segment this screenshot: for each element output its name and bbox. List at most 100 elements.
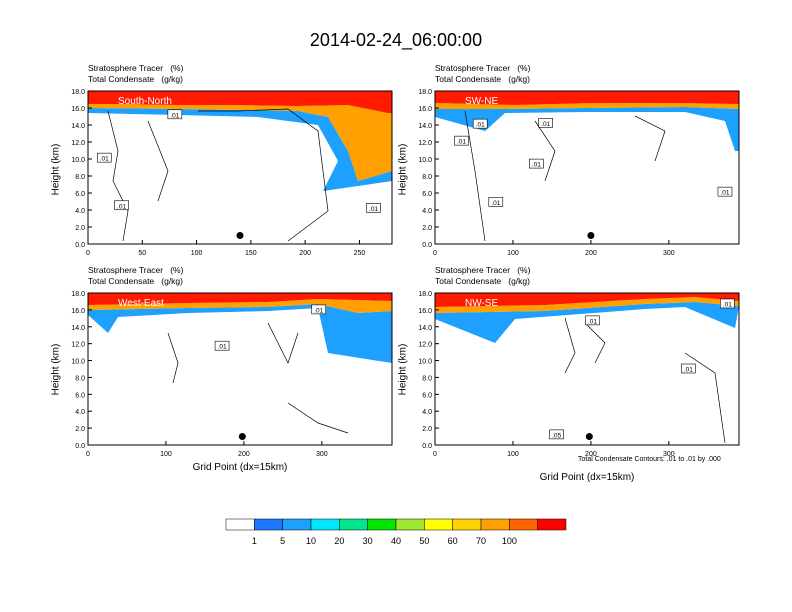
condensate-contour [584, 322, 606, 364]
colorbar-label: 70 [476, 536, 486, 546]
x-tick-label: 0 [433, 250, 437, 257]
contour-label-box [549, 429, 564, 440]
x-tick-label: 300 [663, 451, 675, 458]
y-tick-label: 12.0 [418, 140, 432, 147]
contour-label-box [717, 186, 733, 197]
tracer-band-mid [435, 297, 739, 313]
y-tick-label: 2.0 [422, 225, 432, 232]
y-tick-label: 14.0 [71, 325, 85, 332]
condensate-label: Total Condensate (g/kg) [88, 74, 183, 84]
x-tick-label: 200 [299, 250, 311, 257]
contour-label: .01 [684, 367, 693, 374]
y-tick-label: 8.0 [75, 174, 85, 181]
contour-label-box [529, 158, 544, 169]
panel-1-header: Stratosphere Tracer (%) Total Condensate … [88, 63, 183, 85]
contour-label-box [214, 340, 230, 351]
x-tick-label: 200 [585, 250, 597, 257]
colorbar-label: 60 [448, 536, 458, 546]
x-tick-label: 300 [663, 250, 675, 257]
condensate-label: Total Condensate (g/kg) [435, 74, 530, 84]
contour-label: .01 [117, 203, 126, 210]
y-tick-label: 6.0 [422, 392, 432, 399]
colorbar-swatch [367, 518, 397, 531]
contour-info: Total Condensate Contours: .01 to .01 by… [578, 456, 721, 463]
colorbar-label: 10 [306, 536, 316, 546]
y-tick-label: 8.0 [422, 174, 432, 181]
y-tick-label: 14.0 [71, 123, 85, 130]
x-tick-label: 150 [245, 250, 257, 257]
condensate-contour [198, 108, 329, 242]
contour-label: .05 [552, 432, 561, 439]
panel-label: West-East [118, 298, 164, 309]
tracer-band-low [88, 304, 392, 363]
y-tick-label: 6.0 [422, 191, 432, 198]
x-axis-label-right: Grid Point (dx=15km) [539, 472, 635, 483]
x-tick-label: 0 [86, 451, 90, 458]
contour-label: .01 [491, 200, 500, 207]
y-tick-label: 4.0 [422, 208, 432, 215]
contour-label: .01 [170, 112, 179, 119]
condensate-contour [464, 110, 486, 242]
condensate-contour [147, 120, 169, 202]
x-tick-label: 200 [585, 451, 597, 458]
colorbar-swatch [282, 518, 312, 531]
tracer-band-low [435, 302, 739, 343]
contour-label-box [366, 203, 381, 213]
y-tick-label: 2.0 [422, 426, 432, 433]
panel-4-header: Stratosphere Tracer (%) Total Condensate … [435, 265, 530, 287]
x-tick-label: 100 [191, 250, 203, 257]
contour-label: .01 [723, 301, 732, 308]
y-tick-label: 12.0 [418, 342, 432, 349]
condensate-label: Total Condensate (g/kg) [88, 276, 183, 286]
y-tick-label: 8.0 [422, 375, 432, 382]
tracer-band-high [88, 91, 392, 113]
y-tick-label: 10.0 [71, 157, 85, 164]
contour-label: .01 [100, 156, 109, 163]
plot-frame [87, 90, 393, 245]
tracer-label: Stratosphere Tracer (%) [435, 63, 531, 73]
y-tick-label: 4.0 [422, 409, 432, 416]
colorbar-swatch [480, 518, 510, 531]
condensate-label: Total Condensate (g/kg) [435, 276, 530, 286]
contour-label: .01 [457, 139, 466, 146]
x-tick-label: 0 [433, 451, 437, 458]
contour-label: .01 [588, 318, 597, 325]
x-axis-label-left: Grid Point (dx=15km) [192, 462, 288, 473]
plot-frame [434, 292, 740, 446]
y-tick-label: 6.0 [75, 191, 85, 198]
condensate-contour [684, 352, 726, 444]
x-tick-label: 200 [238, 451, 250, 458]
condensate-contour [167, 332, 179, 384]
tracer-band-mid [435, 103, 739, 109]
y-tick-label: 12.0 [71, 342, 85, 349]
panel-label: NW-SE [465, 298, 498, 309]
x-tick-label: 100 [507, 250, 519, 257]
y-tick-label: 10.0 [418, 359, 432, 366]
colorbar-swatch [424, 518, 453, 531]
x-tick-label: 250 [354, 250, 366, 257]
colorbar-label: 40 [391, 536, 401, 546]
colorbar-swatch [310, 518, 340, 531]
contour-label: .01 [218, 344, 227, 351]
y-tick-label: 18.0 [418, 89, 432, 96]
y-tick-label: 16.0 [418, 308, 432, 315]
panel-label: South-North [118, 96, 172, 107]
y-tick-label: 4.0 [75, 409, 85, 416]
tracer-band-mid [88, 299, 392, 313]
panel-label: SW-NE [465, 96, 498, 107]
colorbar-swatch [509, 518, 538, 531]
condensate-contour [564, 317, 576, 374]
tracer-label: Stratosphere Tracer (%) [88, 63, 184, 73]
y-tick-label: 0.0 [422, 443, 432, 450]
condensate-contour [534, 120, 556, 182]
y-tick-label: 18.0 [71, 291, 85, 298]
panel-2-header: Stratosphere Tracer (%) Total Condensate … [435, 63, 530, 85]
tracer-label: Stratosphere Tracer (%) [88, 265, 184, 275]
y-tick-label: 14.0 [418, 325, 432, 332]
contour-label-box [472, 118, 488, 129]
tracer-band-mid [88, 104, 392, 181]
plot-frame [434, 90, 740, 245]
